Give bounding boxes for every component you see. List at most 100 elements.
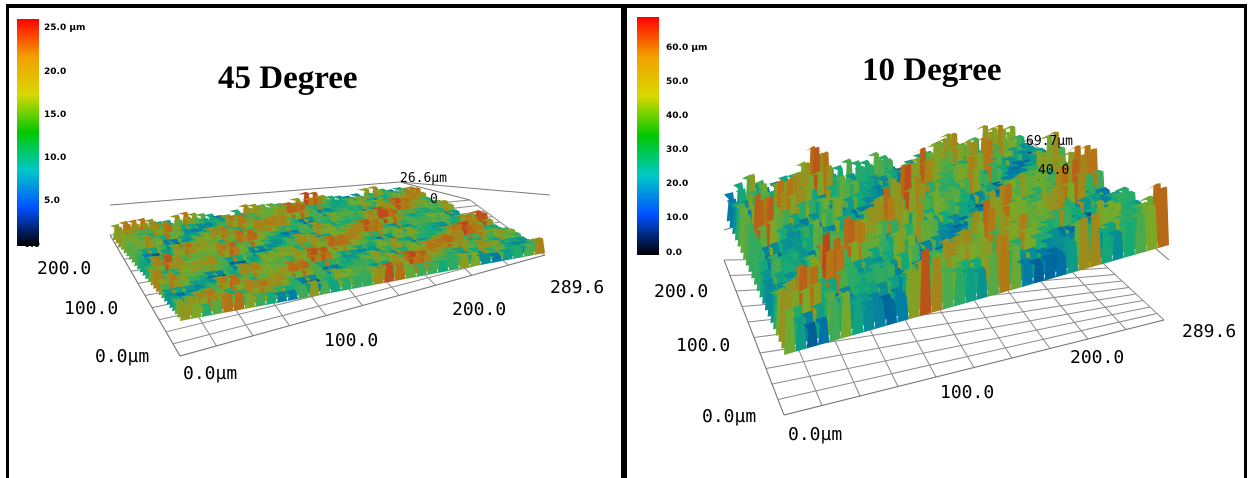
surface-cell	[528, 237, 545, 255]
surface-cell	[241, 292, 256, 309]
axis-box-edge	[109, 181, 401, 206]
surface-cell	[1016, 257, 1034, 288]
surface-cell	[305, 279, 320, 297]
surface-cell	[390, 213, 405, 231]
colorbar-tick: 60.0 µm	[666, 43, 708, 53]
x-axis-origin-label: 0.0µm	[788, 424, 843, 445]
surface-cell	[475, 253, 492, 265]
surface-cell	[1061, 238, 1079, 275]
surface-cell	[781, 306, 796, 355]
surface-cell	[927, 256, 943, 313]
x-axis-max-label: 289.6	[1182, 321, 1237, 342]
surface-cell	[792, 314, 807, 352]
z-axis-line	[399, 181, 471, 201]
colorbar	[17, 19, 39, 246]
colorbar-tick: 20.0	[666, 179, 689, 189]
surface-cell	[432, 259, 449, 273]
chart-title: 10 Degree	[862, 52, 1002, 88]
surface-cell	[826, 298, 841, 343]
z-axis-max-label: 26.6µm	[400, 171, 447, 186]
surface-cell	[848, 297, 864, 336]
surface-cell	[1095, 227, 1113, 265]
panel-frame	[6, 4, 624, 478]
surface-cell	[443, 257, 460, 271]
panel-frame	[624, 4, 1247, 478]
surface-cell	[1140, 204, 1158, 252]
x-axis-tick-label: 100.0	[324, 330, 379, 351]
surface-cell	[405, 228, 420, 245]
z-axis-tick-label: 0	[430, 192, 438, 207]
x-axis-origin-label: 0.0µm	[183, 363, 238, 384]
surface-plot-45	[109, 181, 551, 357]
surface-cell	[1072, 217, 1090, 271]
x-axis-tick-label: 200.0	[452, 299, 507, 320]
surface-cell	[188, 302, 202, 319]
surface-plot-10	[723, 124, 1170, 416]
colorbar-tick: 40.0	[666, 111, 689, 121]
panel-45-degree: 45 Degree 25.0 µm 20.0 15.0 10.0 5.0 0.0…	[0, 0, 624, 478]
surface-cell	[315, 280, 331, 295]
surface-cell	[1005, 244, 1022, 291]
surface-cell	[938, 265, 954, 310]
axis-box	[109, 181, 551, 357]
surface	[110, 186, 545, 321]
surface-cell	[262, 291, 277, 305]
surface-cell	[337, 276, 352, 291]
surface-cell	[1151, 186, 1169, 249]
surface-cell	[411, 262, 427, 277]
surface-cell	[481, 246, 497, 261]
surface-cell	[871, 297, 886, 330]
surface-cell	[803, 321, 818, 349]
colorbar-tick: 0.0	[24, 240, 40, 250]
surface-cell	[1039, 253, 1056, 281]
y-axis-tick-label: 100.0	[676, 335, 731, 356]
surface-cell	[837, 290, 852, 339]
surface-cell	[401, 263, 417, 279]
surface-cell	[915, 248, 932, 317]
surface-cell	[1050, 250, 1068, 278]
surface-cell	[496, 248, 513, 261]
surface-cell	[347, 274, 363, 289]
grid-line	[1093, 254, 1165, 321]
surface-cell	[283, 289, 299, 301]
surface-cell	[949, 265, 966, 307]
y-axis-line	[723, 259, 785, 416]
axis-box-edge	[399, 181, 551, 196]
surface-cell	[358, 272, 374, 287]
surface-cell	[1028, 258, 1045, 284]
surface-cell	[1117, 220, 1135, 258]
surface-cell	[882, 298, 898, 326]
surface-cell	[390, 261, 406, 281]
surface-cell	[369, 267, 384, 285]
x-axis-line	[179, 254, 546, 357]
surface-cell	[1129, 212, 1147, 255]
z-axis-max-label: 69.7µm	[1026, 134, 1073, 149]
colorbar-tick: 20.0	[44, 67, 67, 77]
surface-cell	[983, 252, 1000, 297]
y-axis-line	[109, 234, 181, 357]
surface-cell	[326, 279, 341, 293]
surface-cell	[966, 167, 982, 217]
x-axis-tick-label: 200.0	[1070, 347, 1125, 368]
surface-cell	[422, 260, 438, 275]
colorbar-tick: 25.0 µm	[44, 23, 86, 33]
surface-cell	[454, 252, 470, 269]
colorbar-tick: 0.0	[666, 248, 682, 258]
colorbar-tick: 30.0	[666, 145, 689, 155]
surface-cell	[814, 316, 830, 346]
colorbar-tick: 50.0	[666, 77, 689, 87]
z-axis-tick-label: 40.0	[1038, 163, 1070, 178]
surface-cell	[230, 291, 245, 311]
surface-cell	[294, 284, 309, 299]
surface-cell	[994, 235, 1011, 294]
y-axis-origin-label: 0.0µm	[95, 346, 150, 367]
surface-cell	[198, 302, 213, 317]
surface-cell	[893, 292, 909, 323]
chart-title: 45 Degree	[218, 60, 358, 96]
colorbar-tick: 5.0	[44, 196, 60, 206]
surface-cell	[960, 266, 977, 304]
surface-cell	[486, 252, 503, 263]
y-axis-origin-label: 0.0µm	[702, 406, 757, 427]
colorbar-tick: 15.0	[44, 110, 67, 120]
surface-cell	[298, 209, 312, 226]
